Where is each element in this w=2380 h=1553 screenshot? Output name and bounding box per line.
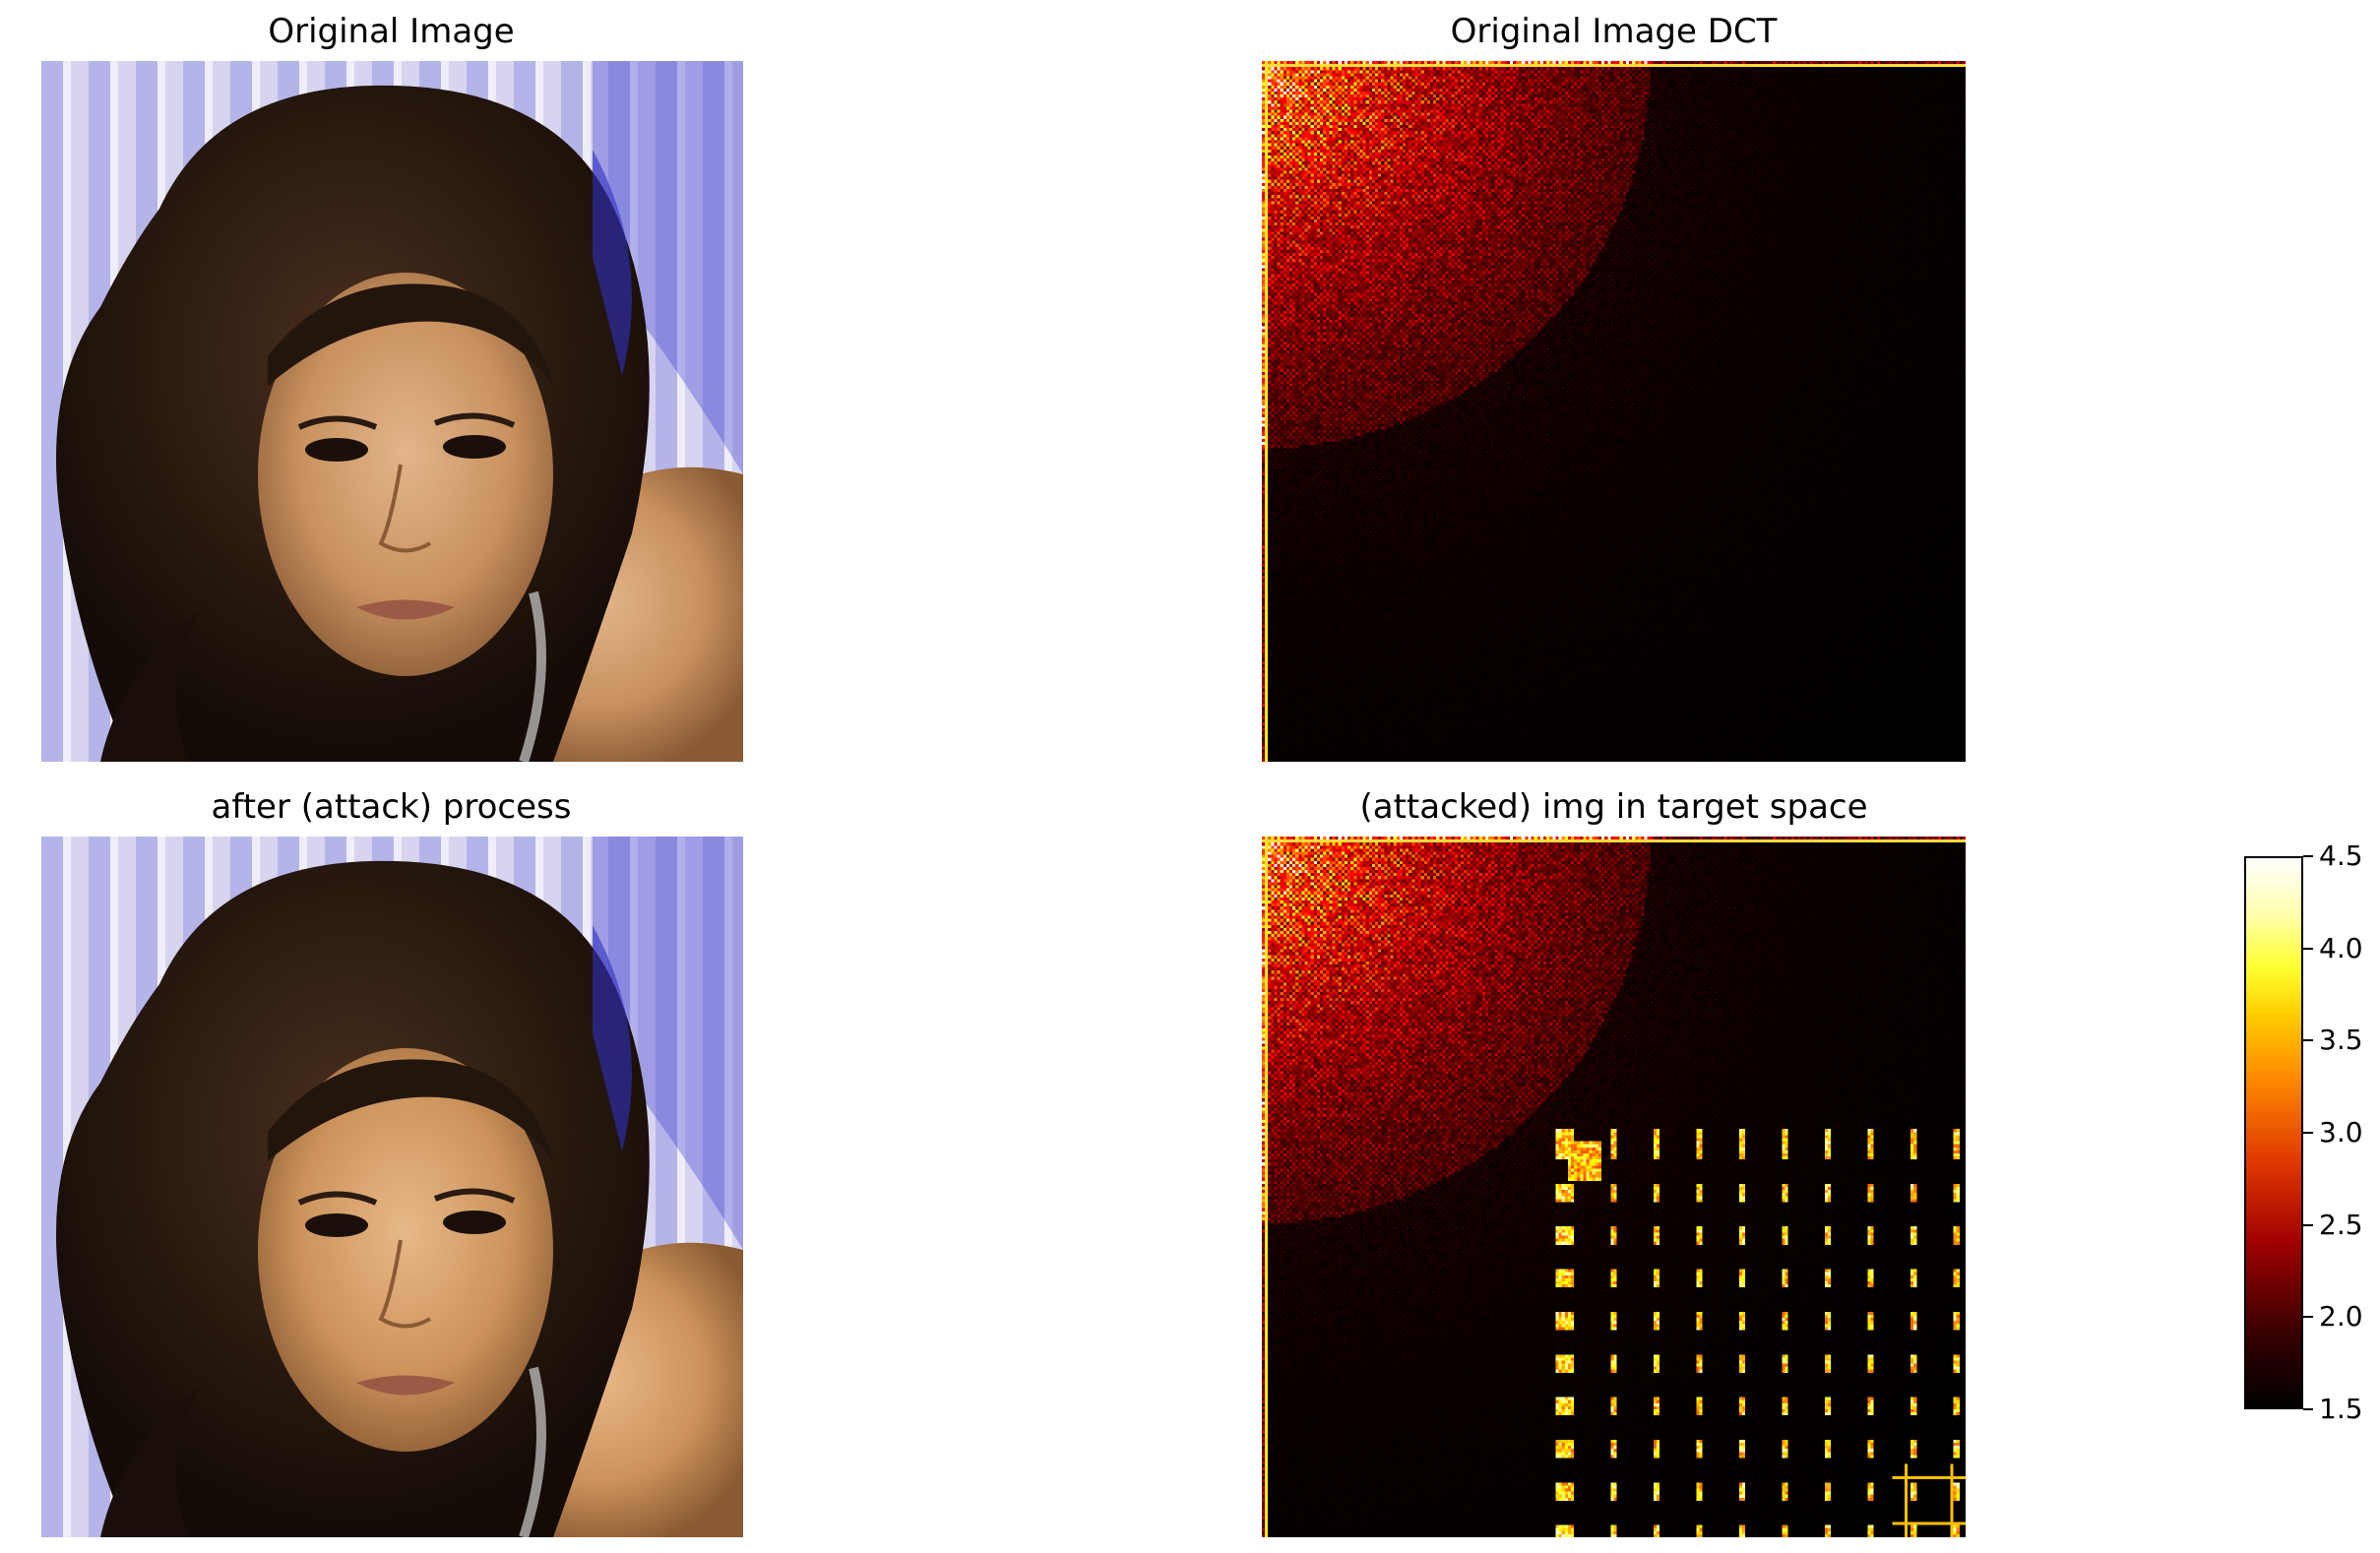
colorbar-tick-label: 2.5: [2319, 1208, 2363, 1241]
colorbar-tick-mark: [2303, 855, 2313, 857]
colorbar-tick-mark: [2303, 1223, 2313, 1226]
attacked-heatmap-canvas: [1262, 837, 1966, 1537]
colorbar-tick-label: 4.0: [2319, 931, 2363, 964]
dct-heatmap-canvas: [1262, 61, 1966, 762]
colorbar-tick-label: 1.5: [2319, 1393, 2363, 1425]
colorbar-tick-mark: [2303, 1132, 2313, 1134]
original-image-title: Original Image: [268, 12, 515, 51]
attacked-target-space-title: (attacked) img in target space: [1359, 787, 1868, 827]
attacked-dct-heatmap: [1262, 837, 1966, 1537]
portrait-photo-attacked: [41, 837, 743, 1537]
colorbar-tick-mark: [2303, 947, 2313, 950]
colorbar-tick-mark: [2303, 1316, 2313, 1319]
colorbar-tick-label: 3.0: [2319, 1116, 2363, 1149]
original-dct-title: Original Image DCT: [1450, 12, 1778, 51]
after-attack-title: after (attack) process: [211, 787, 572, 827]
original-dct-heatmap: [1262, 61, 1966, 762]
colorbar: [2244, 856, 2303, 1409]
colorbar-tick-mark: [2303, 1039, 2313, 1042]
colorbar-tick-mark: [2303, 1408, 2313, 1410]
portrait-photo: [41, 61, 743, 762]
colorbar-tick-label: 4.5: [2319, 839, 2363, 872]
after-attack-photo: [41, 837, 743, 1537]
colorbar-tick-label: 3.5: [2319, 1024, 2363, 1057]
colorbar-tick-label: 2.0: [2319, 1300, 2363, 1334]
original-image-photo: [41, 61, 743, 762]
